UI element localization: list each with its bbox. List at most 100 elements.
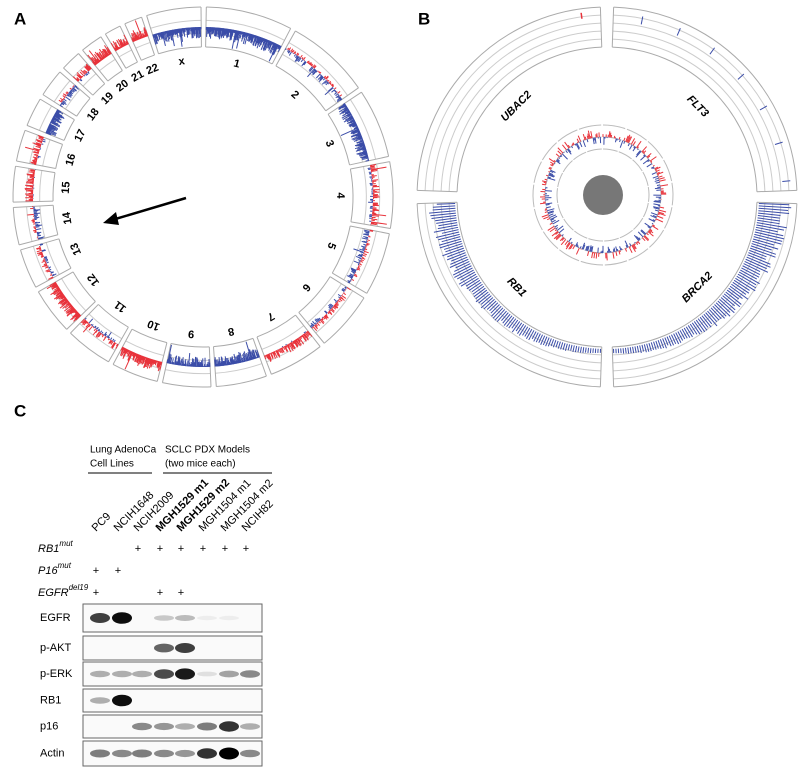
track-bar: [42, 144, 44, 145]
track-bar: [655, 188, 661, 189]
band: [175, 668, 195, 679]
track-bar: [36, 227, 40, 228]
mutation-mark: +: [243, 543, 249, 555]
mutation-mark: +: [222, 543, 228, 555]
group-header: Lung AdenoCa: [90, 445, 157, 456]
track-bar: [619, 137, 620, 139]
track-bar: [183, 360, 184, 365]
panel-label: C: [14, 401, 26, 420]
track-bar: [564, 152, 565, 153]
track-bar: [623, 348, 624, 353]
band: [197, 672, 217, 677]
mutation-mark: +: [157, 543, 163, 555]
track-bar: [545, 179, 547, 180]
track-bar: [293, 53, 294, 54]
track-bar: [359, 258, 361, 259]
track-bar: [286, 344, 287, 345]
track-bar: [544, 182, 547, 183]
blot-row: [83, 741, 262, 766]
track-bar: [657, 185, 660, 186]
track-bar: [357, 269, 358, 270]
band: [154, 723, 174, 730]
track-bar: [328, 83, 329, 84]
track-bar: [620, 140, 621, 142]
track-bar: [635, 242, 636, 243]
chromosome-label: 4: [334, 192, 346, 199]
track-bar: [782, 181, 790, 182]
track-bar: [359, 262, 360, 263]
track-bar: [27, 214, 34, 215]
mutation-mark: +: [115, 565, 121, 577]
track-bar: [613, 249, 614, 252]
track-bar: [365, 249, 367, 250]
mutation-mark: +: [200, 543, 206, 555]
blot-label: RB1: [40, 694, 61, 706]
track-bar: [312, 66, 313, 67]
track-bar: [282, 346, 283, 347]
band: [219, 721, 239, 731]
center-disk: [583, 175, 623, 215]
track-bar: [630, 246, 631, 247]
track-bar: [609, 131, 610, 137]
band: [175, 723, 195, 729]
chromosome-label: 15: [60, 181, 73, 194]
band: [112, 750, 132, 758]
track-bar: [638, 149, 639, 150]
band: [175, 643, 195, 653]
mutation-mark: +: [178, 543, 184, 555]
mutation-mark: +: [135, 543, 141, 555]
track-bar: [625, 348, 626, 353]
track-bar: [542, 184, 546, 185]
track-bar: [560, 156, 561, 157]
track-bar: [644, 153, 645, 154]
band: [132, 723, 152, 731]
track-bar: [545, 210, 547, 211]
band: [240, 723, 260, 729]
track-bar: [652, 223, 653, 224]
band: [112, 612, 132, 624]
track-bar: [363, 248, 365, 249]
track-bar: [548, 172, 549, 173]
track-bar: [546, 204, 550, 205]
track-bar: [337, 301, 338, 302]
track-bar: [368, 237, 370, 238]
group-header: Cell Lines: [90, 459, 134, 470]
track-bar: [302, 58, 303, 59]
track-bar: [84, 75, 85, 76]
track-bar: [327, 80, 328, 81]
track-bar: [372, 180, 378, 181]
track-bar: [367, 240, 369, 241]
track-bar: [575, 144, 576, 145]
track-bar: [63, 99, 64, 100]
band: [240, 670, 260, 678]
track-bar: [73, 87, 74, 88]
band: [90, 671, 110, 677]
band: [90, 613, 110, 623]
track-bar: [545, 191, 552, 192]
mutation-mark: +: [93, 565, 99, 577]
track-bar: [215, 359, 216, 366]
mutation-mark: +: [157, 587, 163, 599]
band: [90, 697, 110, 703]
track-bar: [34, 217, 39, 218]
track-bar: [546, 175, 548, 176]
track-bar: [322, 317, 323, 318]
panel-label: A: [14, 9, 26, 28]
track-bar: [634, 244, 635, 245]
band: [112, 695, 132, 707]
track-bar: [617, 249, 618, 251]
track-bar: [588, 348, 589, 353]
track-bar: [305, 332, 306, 333]
track-bar: [366, 245, 368, 246]
track-bar: [596, 253, 597, 259]
blot-row: [83, 604, 262, 632]
blot-label: Actin: [40, 747, 64, 759]
track-bar: [50, 269, 52, 270]
band: [154, 644, 174, 653]
track-bar: [361, 254, 363, 255]
blot-label: p-ERK: [40, 668, 73, 680]
track-bar: [577, 246, 578, 248]
panel-label: B: [418, 9, 430, 28]
blot-row: [83, 715, 262, 738]
